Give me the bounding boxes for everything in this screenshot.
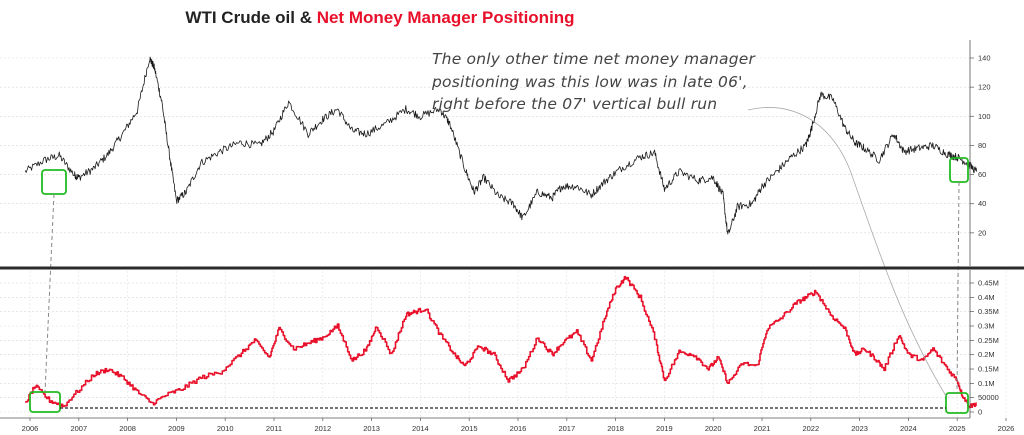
x-tick-label: 2023 bbox=[851, 424, 868, 433]
connector-2006 bbox=[44, 193, 55, 393]
price-series-line bbox=[24, 56, 978, 235]
positioning-tick-label: 0.4M bbox=[978, 293, 995, 302]
x-tick-label: 2015 bbox=[461, 424, 478, 433]
title-positioning: Net Money Manager Positioning bbox=[316, 8, 575, 27]
positioning-series-line bbox=[25, 275, 977, 409]
x-tick-label: 2013 bbox=[363, 424, 380, 433]
positioning-tick-label: 0.2M bbox=[978, 350, 995, 359]
x-tick-label: 2011 bbox=[266, 424, 282, 433]
x-tick-label: 2025 bbox=[949, 424, 966, 433]
positioning-tick-label: 0.45M bbox=[978, 279, 999, 288]
positioning-tick-label: 0.3M bbox=[978, 322, 995, 331]
price-tick-label: 60 bbox=[978, 170, 986, 179]
x-tick-label: 2020 bbox=[705, 424, 722, 433]
positioning-tick-label: 0.15M bbox=[978, 365, 999, 374]
positioning-tick-label: 0.1M bbox=[978, 379, 995, 388]
highlight-box-2006-price bbox=[41, 169, 67, 195]
x-tick-label: 2008 bbox=[119, 424, 136, 433]
positioning-tick-label: 50000 bbox=[978, 393, 999, 402]
price-gridlines bbox=[0, 57, 970, 234]
x-tick-label: 2026 bbox=[998, 424, 1015, 433]
price-tick-label: 120 bbox=[978, 83, 991, 92]
x-tick-label: 2019 bbox=[656, 424, 673, 433]
positioning-tick-label: 0.35M bbox=[978, 307, 999, 316]
annotation-pointer-line bbox=[747, 107, 947, 397]
axes: 20 40 60 80 100 120 140 0 50000 0.1M 0.15M 0.2M 0.25… bbox=[0, 40, 1024, 433]
x-tick-label: 2017 bbox=[558, 424, 575, 433]
x-tick-label: 2009 bbox=[168, 424, 185, 433]
annotation-line: positioning was this low was in late 06'… bbox=[432, 72, 748, 91]
x-tick-label: 2010 bbox=[217, 424, 234, 433]
x-tick-label: 2014 bbox=[412, 424, 429, 433]
annotation-line: The only other time net money manager bbox=[432, 50, 756, 68]
positioning-tick-label: 0 bbox=[978, 408, 982, 417]
annotation-line: right before the 07' vertical bull run bbox=[432, 95, 718, 113]
x-tick-label: 2022 bbox=[802, 424, 819, 433]
x-tick-label: 2021 bbox=[754, 424, 771, 433]
x-tick-label: 2024 bbox=[900, 424, 917, 433]
price-tick-label: 20 bbox=[978, 228, 986, 237]
price-tick-label: 140 bbox=[978, 54, 991, 63]
chart-title: WTI Crude oil & Net Money Manager Positi… bbox=[0, 8, 760, 28]
annotation-overlays bbox=[29, 107, 969, 414]
positioning-gridlines bbox=[0, 271, 1007, 418]
price-tick-label: 100 bbox=[978, 112, 991, 121]
x-tick-label: 2007 bbox=[70, 424, 87, 433]
price-tick-label: 80 bbox=[978, 141, 986, 150]
price-plot-area bbox=[24, 56, 978, 235]
annotation-note: The only other time net money manager po… bbox=[432, 48, 792, 116]
panel-separator bbox=[0, 266, 1024, 270]
price-tick-label: 40 bbox=[978, 199, 986, 208]
highlight-box-2025-price bbox=[949, 157, 969, 183]
positioning-plot-area bbox=[25, 275, 977, 409]
title-wti: WTI Crude oil & bbox=[185, 8, 317, 27]
x-tick-label: 2012 bbox=[314, 424, 331, 433]
x-tick-label: 2016 bbox=[510, 424, 527, 433]
positioning-tick-label: 0.25M bbox=[978, 336, 999, 345]
x-tick-label: 2006 bbox=[22, 424, 39, 433]
connector-2025 bbox=[956, 181, 960, 394]
x-tick-label: 2018 bbox=[607, 424, 624, 433]
